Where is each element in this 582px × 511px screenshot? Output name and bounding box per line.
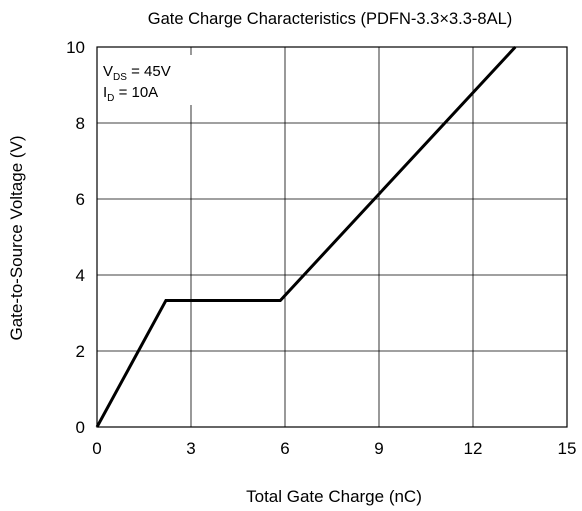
annotation-id: ID = 10A: [103, 84, 158, 104]
chart-title: Gate Charge Characteristics (PDFN-3.3×3.…: [148, 10, 513, 28]
y-tick-label-4: 8: [76, 114, 85, 133]
series-line-0: [95, 45, 517, 428]
y-tick-label-5: 10: [66, 38, 85, 57]
y-tick-label-1: 2: [76, 342, 85, 361]
x-tick-label-3: 9: [374, 439, 383, 458]
x-axis-label: Total Gate Charge (nC): [246, 487, 422, 506]
x-tick-label-1: 3: [186, 439, 195, 458]
annotation-background: [98, 55, 194, 105]
y-axis-ticks: 0 2 4 6 8 10: [66, 38, 85, 437]
x-tick-label-2: 6: [280, 439, 289, 458]
y-tick-label-3: 6: [76, 190, 85, 209]
y-tick-label-2: 4: [76, 266, 85, 285]
conditions-annotation: VDS = 45V ID = 10A: [98, 55, 194, 105]
plot-frame: [96, 46, 568, 428]
y-tick-label-0: 0: [76, 418, 85, 437]
x-tick-label-5: 15: [558, 439, 577, 458]
x-tick-label-4: 12: [464, 439, 483, 458]
x-tick-label-0: 0: [92, 439, 101, 458]
y-axis-label: Gate-to-Source Voltage (V): [7, 135, 26, 340]
annotation-vds: VDS = 45V: [103, 63, 171, 83]
plot-area: [95, 45, 517, 428]
grid: [97, 47, 567, 427]
x-axis-ticks: 0 3 6 9 12 15: [92, 439, 576, 458]
